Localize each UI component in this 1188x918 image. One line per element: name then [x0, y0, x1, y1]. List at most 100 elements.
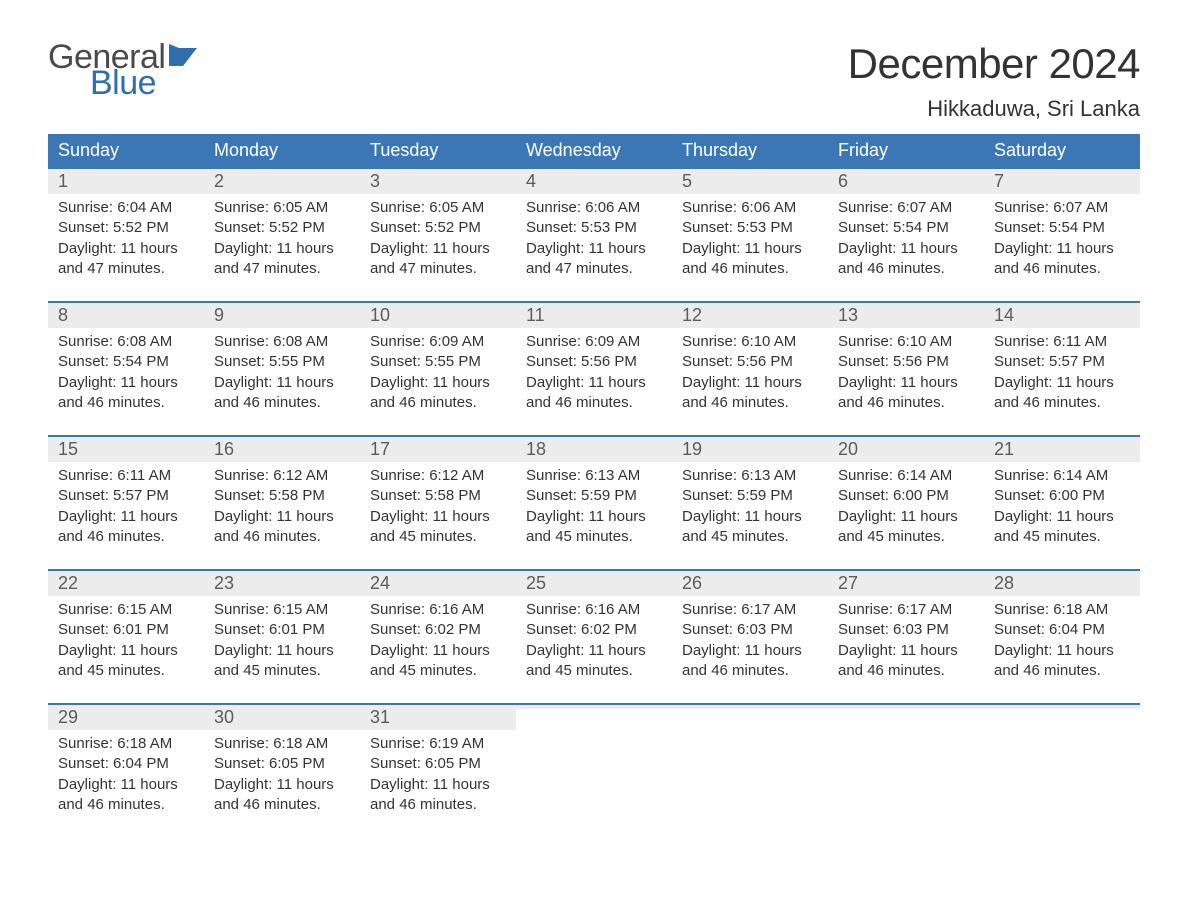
daylight-line: Daylight: 11 hours — [214, 641, 350, 661]
calendar-body: 1Sunrise: 6:04 AMSunset: 5:52 PMDaylight… — [48, 168, 1140, 837]
sunrise-line: Sunrise: 6:09 AM — [370, 332, 506, 352]
day-number: 23 — [204, 571, 360, 596]
daylight-line: and 45 minutes. — [838, 527, 974, 547]
daylight-line: and 46 minutes. — [838, 259, 974, 279]
day-body: Sunrise: 6:13 AMSunset: 5:59 PMDaylight:… — [672, 462, 828, 569]
sunset-line: Sunset: 6:02 PM — [370, 620, 506, 640]
day-cell: 2Sunrise: 6:05 AMSunset: 5:52 PMDaylight… — [204, 168, 360, 302]
sunrise-line: Sunrise: 6:07 AM — [838, 198, 974, 218]
sunset-line: Sunset: 6:02 PM — [526, 620, 662, 640]
day-number: 7 — [984, 169, 1140, 194]
sunrise-line: Sunrise: 6:05 AM — [214, 198, 350, 218]
day-cell: 29Sunrise: 6:18 AMSunset: 6:04 PMDayligh… — [48, 704, 204, 837]
sunrise-line: Sunrise: 6:10 AM — [838, 332, 974, 352]
daylight-line: Daylight: 11 hours — [58, 641, 194, 661]
daylight-line: and 46 minutes. — [682, 393, 818, 413]
day-cell: 24Sunrise: 6:16 AMSunset: 6:02 PMDayligh… — [360, 570, 516, 704]
sunset-line: Sunset: 5:53 PM — [682, 218, 818, 238]
daylight-line: Daylight: 11 hours — [214, 775, 350, 795]
sunset-line: Sunset: 5:52 PM — [370, 218, 506, 238]
week-row: 1Sunrise: 6:04 AMSunset: 5:52 PMDaylight… — [48, 168, 1140, 302]
daylight-line: Daylight: 11 hours — [994, 373, 1130, 393]
day-body: Sunrise: 6:06 AMSunset: 5:53 PMDaylight:… — [672, 194, 828, 301]
daylight-line: and 47 minutes. — [526, 259, 662, 279]
day-number: 21 — [984, 437, 1140, 462]
sunset-line: Sunset: 6:00 PM — [994, 486, 1130, 506]
sunset-line: Sunset: 5:58 PM — [214, 486, 350, 506]
daylight-line: Daylight: 11 hours — [526, 641, 662, 661]
day-body: Sunrise: 6:09 AMSunset: 5:56 PMDaylight:… — [516, 328, 672, 435]
daylight-line: Daylight: 11 hours — [214, 373, 350, 393]
sunset-line: Sunset: 6:04 PM — [58, 754, 194, 774]
day-number: 10 — [360, 303, 516, 328]
sunrise-line: Sunrise: 6:09 AM — [526, 332, 662, 352]
day-cell: 26Sunrise: 6:17 AMSunset: 6:03 PMDayligh… — [672, 570, 828, 704]
day-cell: 11Sunrise: 6:09 AMSunset: 5:56 PMDayligh… — [516, 302, 672, 436]
daylight-line: and 46 minutes. — [838, 661, 974, 681]
sunset-line: Sunset: 5:56 PM — [526, 352, 662, 372]
days-of-week-row: Sunday Monday Tuesday Wednesday Thursday… — [48, 134, 1140, 168]
sunrise-line: Sunrise: 6:18 AM — [994, 600, 1130, 620]
day-number: 15 — [48, 437, 204, 462]
week-row: 15Sunrise: 6:11 AMSunset: 5:57 PMDayligh… — [48, 436, 1140, 570]
day-cell: 3Sunrise: 6:05 AMSunset: 5:52 PMDaylight… — [360, 168, 516, 302]
daylight-line: and 46 minutes. — [838, 393, 974, 413]
sunset-line: Sunset: 6:01 PM — [214, 620, 350, 640]
day-cell: 25Sunrise: 6:16 AMSunset: 6:02 PMDayligh… — [516, 570, 672, 704]
daylight-line: Daylight: 11 hours — [838, 373, 974, 393]
sunrise-line: Sunrise: 6:05 AM — [370, 198, 506, 218]
sunrise-line: Sunrise: 6:11 AM — [58, 466, 194, 486]
daylight-line: and 46 minutes. — [214, 795, 350, 815]
sunrise-line: Sunrise: 6:17 AM — [682, 600, 818, 620]
day-body: Sunrise: 6:14 AMSunset: 6:00 PMDaylight:… — [828, 462, 984, 569]
day-cell: 4Sunrise: 6:06 AMSunset: 5:53 PMDaylight… — [516, 168, 672, 302]
day-body: Sunrise: 6:08 AMSunset: 5:54 PMDaylight:… — [48, 328, 204, 435]
sunset-line: Sunset: 6:01 PM — [58, 620, 194, 640]
daylight-line: and 45 minutes. — [58, 661, 194, 681]
daylight-line: Daylight: 11 hours — [526, 239, 662, 259]
dow-saturday: Saturday — [984, 134, 1140, 168]
daylight-line: Daylight: 11 hours — [838, 239, 974, 259]
daylight-line: Daylight: 11 hours — [370, 641, 506, 661]
day-body: Sunrise: 6:18 AMSunset: 6:04 PMDaylight:… — [48, 730, 204, 837]
daylight-line: and 46 minutes. — [526, 393, 662, 413]
daylight-line: Daylight: 11 hours — [838, 641, 974, 661]
day-body: Sunrise: 6:09 AMSunset: 5:55 PMDaylight:… — [360, 328, 516, 435]
sunset-line: Sunset: 5:57 PM — [994, 352, 1130, 372]
sunrise-line: Sunrise: 6:04 AM — [58, 198, 194, 218]
daylight-line: and 47 minutes. — [214, 259, 350, 279]
daylight-line: and 46 minutes. — [682, 259, 818, 279]
sunset-line: Sunset: 6:05 PM — [370, 754, 506, 774]
week-row: 22Sunrise: 6:15 AMSunset: 6:01 PMDayligh… — [48, 570, 1140, 704]
sunset-line: Sunset: 5:54 PM — [58, 352, 194, 372]
daylight-line: and 46 minutes. — [214, 393, 350, 413]
day-body: Sunrise: 6:18 AMSunset: 6:05 PMDaylight:… — [204, 730, 360, 837]
daylight-line: and 47 minutes. — [370, 259, 506, 279]
calendar-table: Sunday Monday Tuesday Wednesday Thursday… — [48, 134, 1140, 837]
dow-tuesday: Tuesday — [360, 134, 516, 168]
sunset-line: Sunset: 5:55 PM — [370, 352, 506, 372]
day-cell: 12Sunrise: 6:10 AMSunset: 5:56 PMDayligh… — [672, 302, 828, 436]
day-body: Sunrise: 6:15 AMSunset: 6:01 PMDaylight:… — [204, 596, 360, 703]
day-body: Sunrise: 6:13 AMSunset: 5:59 PMDaylight:… — [516, 462, 672, 569]
day-number: 30 — [204, 705, 360, 730]
day-number: 12 — [672, 303, 828, 328]
sunset-line: Sunset: 6:03 PM — [838, 620, 974, 640]
sunset-line: Sunset: 5:55 PM — [214, 352, 350, 372]
daylight-line: and 45 minutes. — [370, 527, 506, 547]
day-cell: 1Sunrise: 6:04 AMSunset: 5:52 PMDaylight… — [48, 168, 204, 302]
sunrise-line: Sunrise: 6:18 AM — [214, 734, 350, 754]
day-cell — [672, 704, 828, 837]
day-body: Sunrise: 6:12 AMSunset: 5:58 PMDaylight:… — [360, 462, 516, 569]
daylight-line: Daylight: 11 hours — [994, 239, 1130, 259]
sunrise-line: Sunrise: 6:14 AM — [994, 466, 1130, 486]
sunset-line: Sunset: 5:59 PM — [682, 486, 818, 506]
day-body: Sunrise: 6:05 AMSunset: 5:52 PMDaylight:… — [360, 194, 516, 301]
day-body: Sunrise: 6:17 AMSunset: 6:03 PMDaylight:… — [828, 596, 984, 703]
sunset-line: Sunset: 5:54 PM — [994, 218, 1130, 238]
daylight-line: and 46 minutes. — [994, 393, 1130, 413]
daylight-line: Daylight: 11 hours — [682, 641, 818, 661]
sunrise-line: Sunrise: 6:13 AM — [682, 466, 818, 486]
sunrise-line: Sunrise: 6:08 AM — [58, 332, 194, 352]
daylight-line: Daylight: 11 hours — [682, 239, 818, 259]
